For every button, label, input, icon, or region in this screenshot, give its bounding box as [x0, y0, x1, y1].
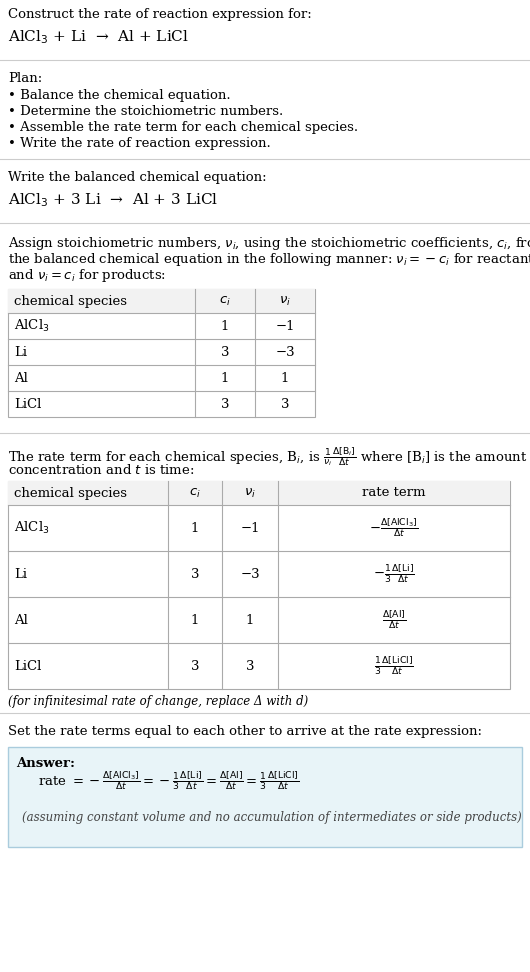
Text: −3: −3: [275, 345, 295, 359]
Text: $\frac{1}{3}\frac{\Delta[\mathrm{LiCl}]}{\Delta t}$: $\frac{1}{3}\frac{\Delta[\mathrm{LiCl}]}…: [374, 655, 414, 677]
Text: $\nu_i$: $\nu_i$: [279, 295, 291, 307]
Text: • Balance the chemical equation.: • Balance the chemical equation.: [8, 89, 231, 102]
Text: 1: 1: [221, 371, 229, 385]
Text: LiCl: LiCl: [14, 659, 41, 673]
Text: 3: 3: [191, 568, 199, 580]
Text: rate term: rate term: [362, 487, 426, 500]
Text: 3: 3: [191, 659, 199, 673]
Text: $-\frac{1}{3}\frac{\Delta[\mathrm{Li}]}{\Delta t}$: $-\frac{1}{3}\frac{\Delta[\mathrm{Li}]}{…: [373, 563, 415, 585]
Text: (assuming constant volume and no accumulation of intermediates or side products): (assuming constant volume and no accumul…: [22, 811, 522, 824]
Text: 3: 3: [246, 659, 254, 673]
Text: and $\nu_i = c_i$ for products:: and $\nu_i = c_i$ for products:: [8, 267, 166, 284]
Text: $c_i$: $c_i$: [189, 486, 201, 500]
Text: 1: 1: [246, 613, 254, 627]
Text: rate $= -\frac{\Delta[\mathrm{AlCl_3}]}{\Delta t} = -\frac{1}{3}\frac{\Delta[\ma: rate $= -\frac{\Delta[\mathrm{AlCl_3}]}{…: [38, 770, 299, 792]
Bar: [8, 289, 315, 313]
Text: Answer:: Answer:: [16, 757, 75, 770]
Text: The rate term for each chemical species, B$_i$, is $\frac{1}{\nu_i}\frac{\Delta[: The rate term for each chemical species,…: [8, 445, 527, 468]
Text: (for infinitesimal rate of change, replace Δ with d): (for infinitesimal rate of change, repla…: [8, 695, 308, 708]
Text: Al: Al: [14, 371, 28, 385]
Text: 3: 3: [221, 398, 229, 410]
Text: 3: 3: [281, 398, 289, 410]
Text: AlCl$_3$: AlCl$_3$: [14, 520, 49, 536]
Text: Write the balanced chemical equation:: Write the balanced chemical equation:: [8, 171, 267, 184]
Text: $\nu_i$: $\nu_i$: [244, 486, 256, 500]
Text: Al: Al: [14, 613, 28, 627]
Bar: [8, 481, 510, 505]
Text: Li: Li: [14, 345, 27, 359]
Text: AlCl$_3$: AlCl$_3$: [14, 318, 49, 334]
Text: Set the rate terms equal to each other to arrive at the rate expression:: Set the rate terms equal to each other t…: [8, 725, 482, 738]
Text: Construct the rate of reaction expression for:: Construct the rate of reaction expressio…: [8, 8, 312, 21]
Text: • Write the rate of reaction expression.: • Write the rate of reaction expression.: [8, 137, 271, 150]
Text: $c_i$: $c_i$: [219, 295, 231, 307]
Bar: [8, 481, 510, 689]
Text: the balanced chemical equation in the following manner: $\nu_i = -c_i$ for react: the balanced chemical equation in the fo…: [8, 251, 530, 268]
Text: Li: Li: [14, 568, 27, 580]
Text: concentration and $t$ is time:: concentration and $t$ is time:: [8, 463, 195, 477]
FancyBboxPatch shape: [8, 747, 522, 847]
Text: Plan:: Plan:: [8, 72, 42, 85]
Text: AlCl$_3$ + 3 Li  →  Al + 3 LiCl: AlCl$_3$ + 3 Li → Al + 3 LiCl: [8, 191, 218, 209]
Bar: [8, 289, 315, 417]
Text: 1: 1: [191, 613, 199, 627]
Text: −1: −1: [275, 320, 295, 332]
Text: Assign stoichiometric numbers, $\nu_i$, using the stoichiometric coefficients, $: Assign stoichiometric numbers, $\nu_i$, …: [8, 235, 530, 252]
Text: 1: 1: [221, 320, 229, 332]
Text: LiCl: LiCl: [14, 398, 41, 410]
Text: $\frac{\Delta[\mathrm{Al}]}{\Delta t}$: $\frac{\Delta[\mathrm{Al}]}{\Delta t}$: [382, 608, 407, 631]
Text: • Assemble the rate term for each chemical species.: • Assemble the rate term for each chemic…: [8, 121, 358, 134]
Text: AlCl$_3$ + Li  →  Al + LiCl: AlCl$_3$ + Li → Al + LiCl: [8, 28, 189, 46]
Text: $-\frac{\Delta[\mathrm{AlCl_3}]}{\Delta t}$: $-\frac{\Delta[\mathrm{AlCl_3}]}{\Delta …: [369, 516, 419, 539]
Text: −1: −1: [240, 522, 260, 535]
Text: 1: 1: [281, 371, 289, 385]
Text: chemical species: chemical species: [14, 487, 127, 500]
Text: 1: 1: [191, 522, 199, 535]
Text: chemical species: chemical species: [14, 295, 127, 307]
Text: • Determine the stoichiometric numbers.: • Determine the stoichiometric numbers.: [8, 105, 283, 118]
Text: 3: 3: [221, 345, 229, 359]
Text: −3: −3: [240, 568, 260, 580]
